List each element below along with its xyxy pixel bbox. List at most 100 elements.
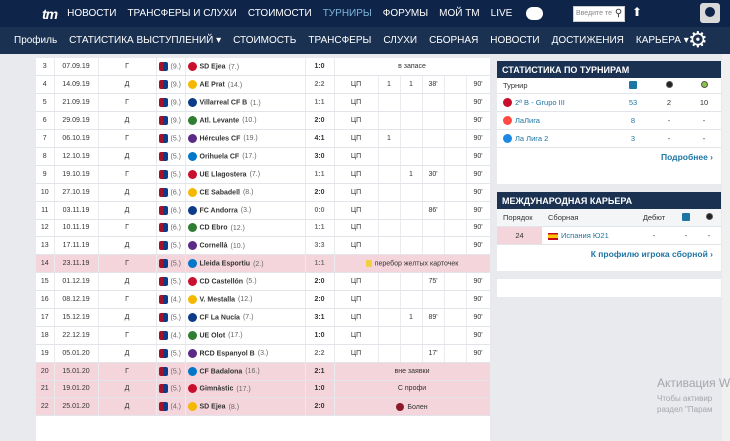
subnav-item[interactable]: Профиль: [14, 35, 58, 46]
own-team[interactable]: (5.): [156, 165, 186, 184]
national-profile-link[interactable]: К профилю игрока сборной ›: [590, 249, 713, 259]
gear-icon[interactable]: ⚙: [688, 27, 708, 52]
opponent[interactable]: CF La Nucía (7.): [185, 308, 306, 327]
subnav-item[interactable]: СТОИМОСТЬ: [233, 35, 297, 46]
subnav-item[interactable]: СБОРНАЯ: [429, 35, 479, 46]
own-team[interactable]: (9.): [156, 93, 186, 113]
apps-value[interactable]: 53: [628, 98, 638, 107]
top-nav-item[interactable]: НОВОСТИ: [67, 8, 117, 19]
own-team[interactable]: (5.): [156, 147, 186, 166]
subnav-item[interactable]: СТАТИСТИКА ВЫСТУПЛЕНИЙ ▾: [69, 35, 222, 46]
tm-logo[interactable]: tm: [42, 5, 58, 22]
arrow-up-icon[interactable]: ⬆: [632, 5, 643, 19]
opponent-crest-icon: [187, 384, 197, 394]
own-team[interactable]: (4.): [156, 290, 186, 309]
match-result[interactable]: 1:0: [305, 58, 335, 77]
match-result[interactable]: 2:0: [305, 111, 335, 131]
match-result[interactable]: 1:0: [305, 326, 335, 345]
match-result[interactable]: 4:1: [305, 129, 335, 148]
search-input[interactable]: Введите те: [573, 6, 625, 22]
opponent[interactable]: Hércules CF (19.): [185, 129, 306, 148]
user-avatar-icon[interactable]: [700, 3, 720, 23]
own-team[interactable]: (9.): [156, 75, 186, 95]
tournament-row[interactable]: 2ª B - Grupo III 53 2 10: [497, 94, 721, 112]
match-result[interactable]: 3:3: [305, 236, 335, 256]
more-link[interactable]: Подробнее ›: [660, 152, 713, 162]
match-result[interactable]: 2:0: [305, 397, 335, 417]
subnav-item[interactable]: НОВОСТИ: [490, 35, 540, 46]
minutes-played: 90': [466, 129, 490, 148]
opponent[interactable]: CD Ebro (12.): [185, 219, 306, 238]
own-team[interactable]: (6.): [156, 201, 186, 220]
opponent[interactable]: V. Mestalla (12.): [185, 290, 306, 309]
match-result[interactable]: 3:0: [305, 147, 335, 166]
own-team[interactable]: (5.): [156, 362, 186, 381]
opponent[interactable]: Orihuela CF (17.): [185, 147, 306, 166]
opponent[interactable]: UE Llagostera (7.): [185, 165, 306, 184]
match-result[interactable]: 2:0: [305, 290, 335, 309]
top-nav-item[interactable]: LIVE: [490, 8, 513, 19]
search-icon[interactable]: ⚲: [614, 8, 623, 19]
match-result[interactable]: 1:1: [305, 254, 335, 274]
match-result[interactable]: 1:1: [305, 219, 335, 238]
opponent[interactable]: Lleida Esportiu (2.): [185, 254, 306, 274]
subnav-item[interactable]: СЛУХИ: [383, 35, 418, 46]
opponent[interactable]: RCD Espanyol B (3.): [185, 344, 306, 363]
match-result[interactable]: 2:1: [305, 362, 335, 381]
apps-value[interactable]: 3: [630, 134, 636, 143]
opponent[interactable]: CE Sabadell (8.): [185, 183, 306, 202]
national-team-row[interactable]: 24 Испания Ю21 - - -: [497, 227, 721, 245]
tournament-name[interactable]: 2ª B - Grupo III: [497, 98, 615, 108]
top-nav-item[interactable]: МОЙ TM: [439, 8, 480, 19]
top-nav-item[interactable]: СТОИМОСТИ: [247, 8, 312, 19]
opponent[interactable]: SD Ejea (8.): [185, 397, 306, 417]
barcelona-crest-icon: [158, 277, 168, 287]
opponent[interactable]: UE Olot (17.): [185, 326, 306, 345]
match-result[interactable]: 0:0: [305, 201, 335, 220]
opponent[interactable]: Atl. Levante (10.): [185, 111, 306, 131]
subnav-item[interactable]: ДОСТИЖЕНИЯ: [551, 35, 624, 46]
top-nav-item[interactable]: ТУРНИРЫ: [322, 8, 372, 19]
opponent[interactable]: Villarreal CF B (1.): [185, 93, 306, 113]
opponent[interactable]: CD Castellón (5.): [185, 272, 306, 292]
tournament-row[interactable]: ЛаЛига 8 - -: [497, 112, 721, 130]
subnav-item[interactable]: ТРАНСФЕРЫ: [308, 35, 372, 46]
own-team[interactable]: (6.): [156, 219, 186, 238]
opponent[interactable]: Gimnàstic (17.): [185, 380, 306, 399]
match-result[interactable]: 2:0: [305, 183, 335, 202]
match-result[interactable]: 1:0: [305, 380, 335, 399]
match-result[interactable]: 3:1: [305, 308, 335, 327]
own-team[interactable]: (5.): [156, 344, 186, 363]
match-result[interactable]: 1:1: [305, 93, 335, 113]
subnav-item[interactable]: КАРЬЕРА ▾: [635, 35, 689, 46]
own-team[interactable]: (5.): [156, 129, 186, 148]
tournament-row[interactable]: Ла Лига 2 3 - -: [497, 130, 721, 148]
own-team[interactable]: (6.): [156, 183, 186, 202]
barcelona-crest-icon: [158, 259, 168, 269]
own-team[interactable]: (5.): [156, 308, 186, 327]
top-nav-item[interactable]: ФОРУМЫ: [382, 8, 429, 19]
own-team[interactable]: (9.): [156, 111, 186, 131]
tournament-name[interactable]: ЛаЛига: [497, 116, 615, 126]
opponent[interactable]: CF Badalona (16.): [185, 362, 306, 381]
match-result[interactable]: 1:1: [305, 165, 335, 184]
match-result[interactable]: 2:2: [305, 344, 335, 363]
top-nav-item[interactable]: ТРАНСФЕРЫ И СЛУХИ: [127, 8, 237, 19]
own-team[interactable]: (4.): [156, 397, 186, 417]
opponent[interactable]: Cornellà (10.): [185, 236, 306, 256]
national-team-name[interactable]: Испания Ю21: [542, 231, 634, 240]
match-result[interactable]: 2:0: [305, 272, 335, 292]
match-result[interactable]: 2:2: [305, 75, 335, 95]
scrollbar[interactable]: [722, 54, 730, 441]
own-team[interactable]: (5.): [156, 254, 186, 274]
own-team[interactable]: (5.): [156, 380, 186, 399]
opponent[interactable]: SD Ejea (7.): [185, 58, 306, 77]
own-team[interactable]: (5.): [156, 272, 186, 292]
own-team[interactable]: (5.): [156, 236, 186, 256]
own-team[interactable]: (9.): [156, 58, 186, 77]
opponent[interactable]: AE Prat (14.): [185, 75, 306, 95]
apps-value[interactable]: 8: [630, 116, 636, 125]
tournament-name[interactable]: Ла Лига 2: [497, 134, 615, 144]
opponent[interactable]: FC Andorra (3.): [185, 201, 306, 220]
own-team[interactable]: (4.): [156, 326, 186, 345]
